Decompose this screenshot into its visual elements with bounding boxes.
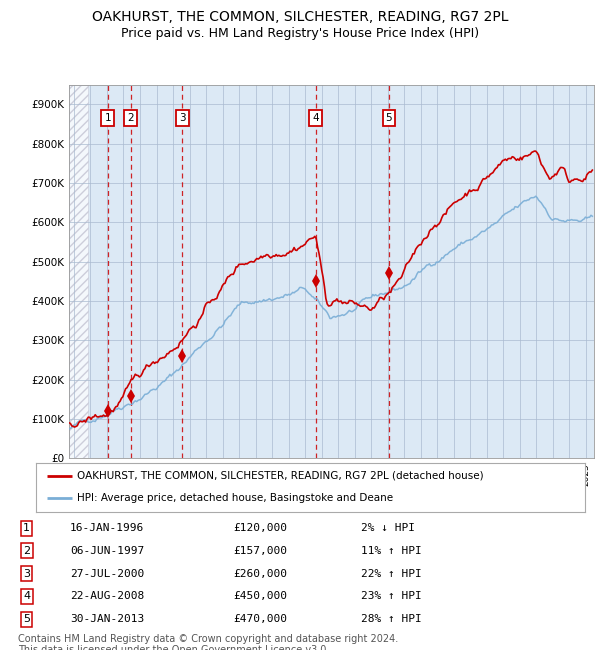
Text: £120,000: £120,000 bbox=[233, 523, 287, 533]
Text: 06-JUN-1997: 06-JUN-1997 bbox=[70, 546, 145, 556]
Text: 1: 1 bbox=[23, 523, 30, 533]
Text: 30-JAN-2013: 30-JAN-2013 bbox=[70, 614, 145, 624]
Text: 22% ↑ HPI: 22% ↑ HPI bbox=[361, 569, 422, 578]
Text: £260,000: £260,000 bbox=[233, 569, 287, 578]
Text: 2: 2 bbox=[23, 546, 30, 556]
Text: 3: 3 bbox=[179, 113, 186, 123]
Text: 4: 4 bbox=[313, 113, 319, 123]
Text: Price paid vs. HM Land Registry's House Price Index (HPI): Price paid vs. HM Land Registry's House … bbox=[121, 27, 479, 40]
Text: £450,000: £450,000 bbox=[233, 592, 287, 601]
Text: 11% ↑ HPI: 11% ↑ HPI bbox=[361, 546, 422, 556]
Text: Contains HM Land Registry data © Crown copyright and database right 2024.
This d: Contains HM Land Registry data © Crown c… bbox=[18, 634, 398, 650]
Polygon shape bbox=[69, 84, 88, 458]
Text: OAKHURST, THE COMMON, SILCHESTER, READING, RG7 2PL: OAKHURST, THE COMMON, SILCHESTER, READIN… bbox=[92, 10, 508, 24]
Text: 27-JUL-2000: 27-JUL-2000 bbox=[70, 569, 145, 578]
Text: 23% ↑ HPI: 23% ↑ HPI bbox=[361, 592, 422, 601]
Text: 2: 2 bbox=[127, 113, 134, 123]
Text: 5: 5 bbox=[386, 113, 392, 123]
Text: £157,000: £157,000 bbox=[233, 546, 287, 556]
Text: 28% ↑ HPI: 28% ↑ HPI bbox=[361, 614, 422, 624]
Text: HPI: Average price, detached house, Basingstoke and Deane: HPI: Average price, detached house, Basi… bbox=[77, 493, 394, 503]
Text: OAKHURST, THE COMMON, SILCHESTER, READING, RG7 2PL (detached house): OAKHURST, THE COMMON, SILCHESTER, READIN… bbox=[77, 471, 484, 481]
Text: 1: 1 bbox=[104, 113, 111, 123]
Text: 4: 4 bbox=[23, 592, 30, 601]
Text: 2% ↓ HPI: 2% ↓ HPI bbox=[361, 523, 415, 533]
Text: 16-JAN-1996: 16-JAN-1996 bbox=[70, 523, 145, 533]
Text: 5: 5 bbox=[23, 614, 30, 624]
Text: 22-AUG-2008: 22-AUG-2008 bbox=[70, 592, 145, 601]
Text: £470,000: £470,000 bbox=[233, 614, 287, 624]
Text: 3: 3 bbox=[23, 569, 30, 578]
